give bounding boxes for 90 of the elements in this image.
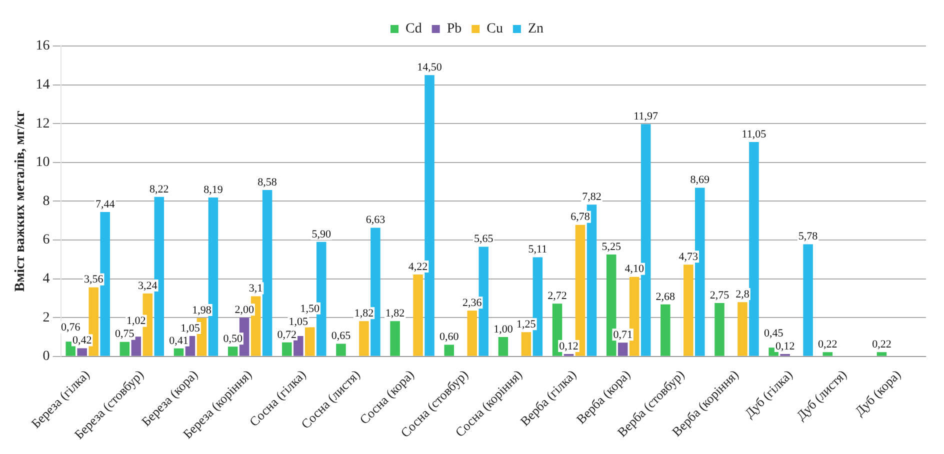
bar bbox=[174, 348, 184, 356]
bar bbox=[714, 303, 724, 356]
data-label: 5,90 bbox=[312, 228, 332, 240]
data-label: 11,97 bbox=[634, 110, 658, 123]
y-tick-label: 10 bbox=[36, 155, 50, 170]
data-label: 1,50 bbox=[300, 302, 320, 315]
data-label: 0,45 bbox=[764, 327, 784, 340]
bar bbox=[282, 342, 292, 356]
data-label: 2,75 bbox=[710, 289, 730, 302]
bar bbox=[336, 344, 346, 356]
data-label: 2,72 bbox=[548, 290, 567, 302]
data-label: 2,68 bbox=[656, 290, 676, 303]
bar bbox=[444, 344, 454, 356]
data-label: 8,69 bbox=[690, 174, 710, 186]
data-label: 0,71 bbox=[613, 329, 632, 341]
bar bbox=[521, 332, 532, 356]
data-label: 5,11 bbox=[528, 244, 548, 256]
data-label: 1,02 bbox=[126, 315, 146, 328]
data-label: 0,12 bbox=[775, 340, 795, 352]
y-axis-title: Вміст важких металів, мг/кг bbox=[13, 110, 28, 292]
data-label: 3,1 bbox=[248, 282, 263, 295]
y-tick-label: 8 bbox=[42, 194, 50, 209]
data-label: 0,22 bbox=[872, 338, 892, 351]
data-label: 5,25 bbox=[602, 240, 622, 253]
y-tick-label: 14 bbox=[36, 77, 50, 92]
bar bbox=[749, 142, 759, 356]
y-tick-label: 0 bbox=[42, 349, 50, 364]
data-label: 2,00 bbox=[234, 304, 254, 316]
bar bbox=[803, 244, 813, 356]
data-label: 8,58 bbox=[258, 176, 278, 188]
data-label: 1,05 bbox=[180, 322, 200, 334]
data-label: 6,63 bbox=[366, 214, 386, 226]
data-label: 8,19 bbox=[204, 184, 224, 196]
bar bbox=[822, 352, 833, 356]
legend-label: Pb bbox=[446, 22, 462, 37]
bar bbox=[359, 321, 369, 356]
bar bbox=[467, 310, 477, 356]
y-tick-label: 12 bbox=[36, 116, 50, 132]
data-label: 1,98 bbox=[192, 304, 212, 316]
data-label: 5,78 bbox=[798, 230, 818, 243]
data-label: 0,41 bbox=[169, 334, 188, 347]
data-label: 1,00 bbox=[494, 323, 514, 336]
bar bbox=[77, 348, 87, 356]
data-label: 4,73 bbox=[678, 251, 699, 264]
legend-label: Zn bbox=[528, 22, 544, 37]
bar bbox=[498, 336, 508, 356]
data-label: 4,10 bbox=[624, 263, 644, 276]
y-tick-label: 16 bbox=[36, 38, 50, 54]
data-label: 7,82 bbox=[582, 191, 602, 204]
data-label: 0,65 bbox=[331, 330, 352, 342]
data-label: 3,56 bbox=[84, 274, 104, 286]
bar bbox=[618, 342, 628, 356]
bar bbox=[228, 346, 238, 356]
data-label: 3,24 bbox=[138, 280, 158, 292]
data-label: 0,72 bbox=[277, 328, 297, 341]
bar bbox=[131, 336, 142, 356]
data-label: 0,42 bbox=[72, 334, 92, 347]
data-label: 1,25 bbox=[516, 318, 536, 331]
data-label: 0,22 bbox=[818, 338, 838, 351]
bar bbox=[738, 302, 748, 356]
data-label: 7,44 bbox=[95, 198, 116, 210]
data-label: 5,65 bbox=[474, 233, 494, 246]
data-label: 1,82 bbox=[354, 307, 374, 320]
bar bbox=[390, 321, 400, 356]
data-label: 4,22 bbox=[408, 260, 428, 273]
data-label: 2,36 bbox=[462, 296, 482, 309]
y-tick-label: 4 bbox=[42, 271, 50, 286]
legend-label: Cu bbox=[486, 22, 503, 37]
bar bbox=[413, 274, 423, 356]
data-label: 0,75 bbox=[115, 328, 135, 340]
bar bbox=[876, 352, 887, 356]
data-label: 0,76 bbox=[60, 322, 81, 334]
data-label: 14,50 bbox=[417, 61, 442, 74]
y-tick-label: 6 bbox=[42, 232, 50, 248]
bar bbox=[120, 342, 130, 356]
data-label: 0,60 bbox=[440, 331, 460, 344]
data-label: 1,05 bbox=[288, 316, 309, 328]
bar bbox=[660, 304, 670, 356]
data-label: 0,50 bbox=[223, 333, 243, 346]
data-label: 2,8 bbox=[736, 288, 750, 300]
bar bbox=[262, 190, 272, 356]
y-tick-label: 2 bbox=[42, 310, 50, 326]
data-label: 6,78 bbox=[570, 211, 590, 224]
bar bbox=[684, 264, 694, 356]
data-label: 8,22 bbox=[150, 183, 169, 196]
data-label: 11,05 bbox=[742, 128, 767, 140]
bar bbox=[305, 327, 315, 356]
legend-label: Cd bbox=[405, 22, 422, 37]
data-label: 1,82 bbox=[385, 307, 405, 320]
data-label: 0,12 bbox=[559, 340, 578, 352]
